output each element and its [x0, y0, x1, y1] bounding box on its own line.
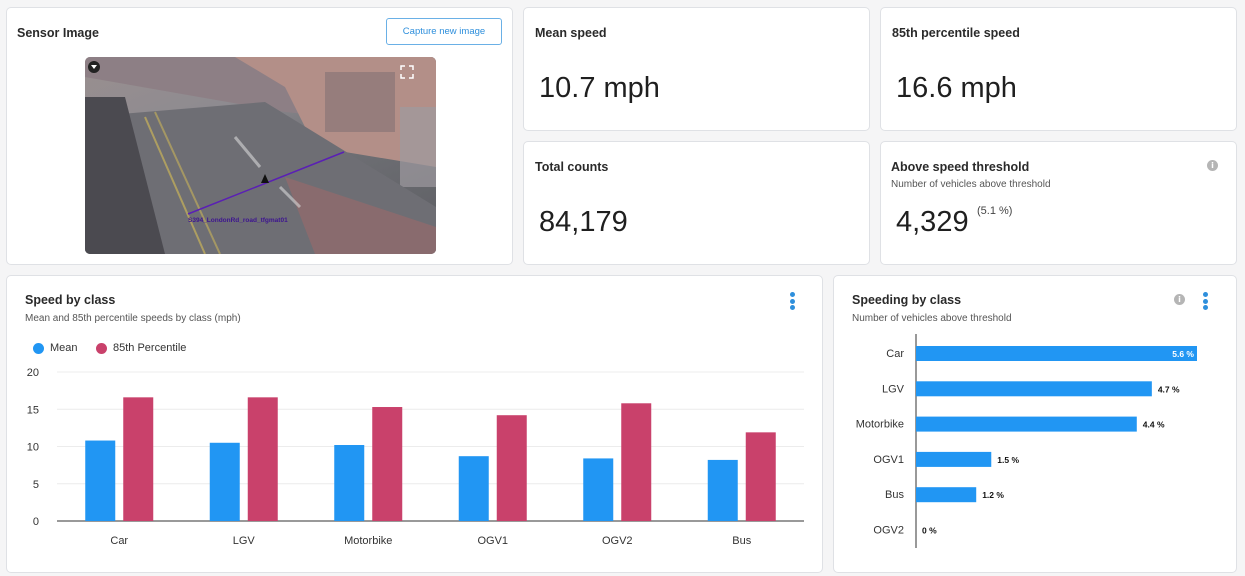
fullscreen-icon[interactable]: [400, 65, 414, 79]
legend-p85-swatch: [96, 342, 107, 354]
x-tick-label: Bus: [732, 535, 751, 547]
speeding-by-class-title: Speeding by class: [852, 293, 962, 307]
category-label: OGV1: [873, 454, 904, 466]
category-label: LGV: [882, 383, 905, 395]
speeding-by-class-card: Speeding by class Number of vehicles abo…: [833, 275, 1237, 573]
x-tick-label: LGV: [233, 535, 256, 547]
above-threshold-value: 4,329: [896, 206, 969, 238]
total-counts-card: Total counts 84,179: [523, 141, 870, 265]
above-threshold-card: Above speed threshold Number of vehicles…: [880, 141, 1237, 265]
bar-mean[interactable]: [209, 442, 240, 521]
speeding-bar[interactable]: [916, 451, 992, 467]
x-tick-label: OGV1: [477, 535, 508, 547]
data-label: 4.4 %: [1143, 420, 1165, 430]
bar-p85[interactable]: [745, 432, 776, 521]
bar-p85[interactable]: [496, 415, 527, 521]
bar-p85[interactable]: [247, 397, 278, 521]
data-label: 4.7 %: [1158, 384, 1180, 394]
detection-line-label: S394_LondonRd_road_tfgmat01: [188, 217, 288, 224]
bar-p85[interactable]: [621, 403, 652, 521]
speeding-by-class-chart: Car 5.6 % LGV 4.7 % Motorbike 4.4 % OGV1 1.5 % B…: [856, 334, 1197, 548]
category-label: Car: [886, 348, 904, 360]
category-label: OGV2: [873, 525, 904, 537]
info-icon[interactable]: i: [1174, 294, 1185, 305]
legend-p85[interactable]: 85th Percentile: [96, 342, 186, 354]
mean-speed-card: Mean speed 10.7 mph: [523, 7, 870, 131]
data-label: 1.5 %: [997, 455, 1019, 465]
y-tick-label: 15: [27, 404, 39, 416]
p85-speed-value: 16.6 mph: [896, 72, 1017, 104]
more-options-icon[interactable]: [1202, 292, 1208, 310]
sensor-image-card: Sensor Image Capture new image S394_Lond…: [6, 7, 513, 265]
y-tick-label: 20: [27, 367, 39, 379]
legend-mean-label: Mean: [50, 342, 78, 354]
sensor-image-title: Sensor Image: [17, 26, 99, 40]
legend-mean-swatch: [33, 342, 44, 354]
mean-speed-value: 10.7 mph: [539, 72, 660, 104]
data-label: 1.2 %: [982, 490, 1004, 500]
bar-mean[interactable]: [334, 445, 365, 521]
speed-by-class-title: Speed by class: [25, 293, 116, 307]
total-counts-value: 84,179: [539, 206, 628, 238]
bar-mean[interactable]: [85, 440, 116, 521]
bar-mean[interactable]: [583, 458, 614, 521]
x-tick-label: Car: [110, 535, 128, 547]
category-label: Motorbike: [856, 419, 904, 431]
camera-scene: S394_LondonRd_road_tfgmat01: [85, 57, 436, 254]
p85-speed-card: 85th percentile speed 16.6 mph: [880, 7, 1237, 131]
camera-select-icon[interactable]: [88, 61, 100, 73]
mean-speed-title: Mean speed: [535, 26, 607, 40]
legend-mean[interactable]: Mean: [33, 342, 78, 354]
y-tick-label: 5: [33, 479, 39, 491]
speeding-bar[interactable]: [916, 381, 1152, 397]
data-label: 5.6 %: [1172, 349, 1194, 359]
speeding-bar[interactable]: [916, 416, 1137, 432]
data-label: 0 %: [922, 526, 937, 536]
bar-mean[interactable]: [458, 456, 489, 521]
capture-new-image-button[interactable]: Capture new image: [386, 18, 502, 45]
legend-p85-label: 85th Percentile: [113, 342, 187, 354]
p85-speed-title: 85th percentile speed: [892, 26, 1020, 40]
above-threshold-percent: (5.1 %): [977, 205, 1013, 217]
speeding-by-class-subtitle: Number of vehicles above threshold: [852, 313, 1012, 324]
speed-by-class-card: Speed by class Mean and 85th percentile …: [6, 275, 823, 573]
more-options-icon[interactable]: [789, 292, 795, 310]
info-icon[interactable]: i: [1207, 160, 1218, 171]
above-threshold-subtitle: Number of vehicles above threshold: [891, 179, 1051, 190]
sensor-camera-image: S394_LondonRd_road_tfgmat01: [85, 57, 436, 254]
bar-p85[interactable]: [372, 407, 403, 521]
bar-mean[interactable]: [707, 459, 738, 521]
bar-p85[interactable]: [123, 397, 154, 521]
total-counts-title: Total counts: [535, 160, 609, 174]
category-label: Bus: [885, 489, 904, 501]
x-tick-label: OGV2: [602, 535, 633, 547]
speed-by-class-chart: 0 5 10 15 20 Car LGV Motorbike OGV1 OGV2 Bus: [27, 367, 804, 547]
speeding-bar[interactable]: [916, 346, 1197, 361]
y-tick-label: 0: [33, 516, 39, 528]
speed-by-class-subtitle: Mean and 85th percentile speeds by class…: [25, 313, 241, 324]
y-tick-label: 10: [27, 442, 39, 454]
above-threshold-title: Above speed threshold: [891, 160, 1030, 174]
direction-arrow-icon[interactable]: [261, 174, 269, 183]
speeding-bar[interactable]: [916, 487, 977, 503]
x-tick-label: Motorbike: [344, 535, 392, 547]
